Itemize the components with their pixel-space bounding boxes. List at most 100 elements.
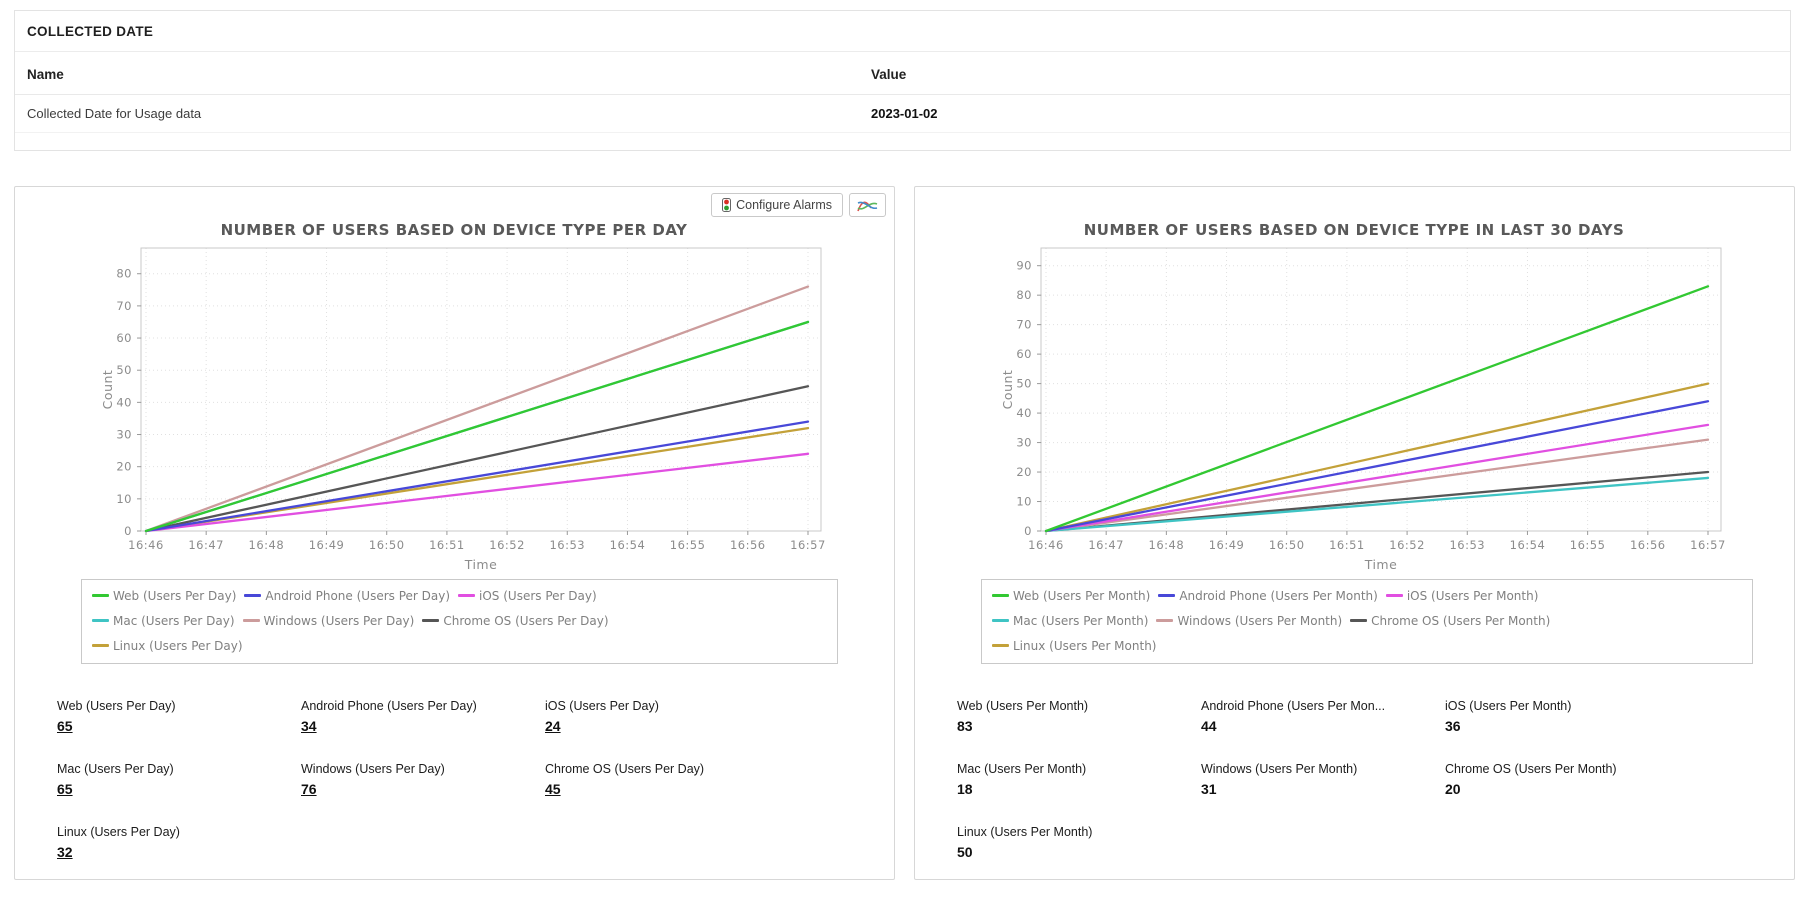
legend-swatch (1158, 594, 1176, 597)
stat-value[interactable]: 65 (57, 718, 73, 734)
legend-label: Windows (Users Per Month) (1177, 613, 1343, 628)
column-header-value: Value (871, 67, 907, 82)
legend-item[interactable]: Mac (Users Per Month) (992, 614, 1148, 628)
legend-swatch (992, 644, 1009, 647)
y-tick-label: 70 (1016, 318, 1032, 332)
x-tick-label: 16:56 (1630, 538, 1666, 552)
series-line (1044, 423, 1710, 533)
y-axis-title: Count (100, 370, 115, 410)
legend-label: Web (Users Per Day) (113, 588, 237, 603)
legend-item[interactable]: Android Phone (Users Per Month) (1158, 589, 1378, 603)
legend-label: iOS (Users Per Month) (1406, 588, 1539, 603)
stat-cell: Web (Users Per Month) 83 (957, 699, 1201, 734)
x-tick-label: 16:50 (1269, 538, 1305, 552)
x-tick-label: 16:47 (188, 538, 224, 552)
stat-cell: Mac (Users Per Month) 18 (957, 762, 1201, 797)
y-tick-label: 70 (116, 299, 132, 313)
row-name: Collected Date for Usage data (27, 106, 202, 121)
legend-item[interactable]: Windows (Users Per Month) (1156, 614, 1342, 628)
stat-label: iOS (Users Per Day) (545, 699, 659, 713)
x-tick-label: 16:46 (1028, 538, 1064, 552)
legend-item[interactable]: Android Phone (Users Per Day) (244, 589, 450, 603)
legend-row: Web (Users Per Day) Android Phone (Users … (92, 583, 827, 608)
legend-swatch (242, 619, 260, 622)
y-axis-title: Count (1000, 370, 1015, 410)
legend-swatch (92, 594, 109, 597)
x-tick-label: 16:46 (128, 538, 164, 552)
users-per-day-stats: Web (Users Per Day) 65 Android Phone (User… (57, 699, 805, 888)
legend-item[interactable]: Linux (Users Per Day) (92, 639, 243, 653)
stat-label: Android Phone (Users Per Mon... (1201, 699, 1386, 713)
stat-cell: Android Phone (Users Per Mon... 44 (1201, 699, 1445, 734)
stat-cell: iOS (Users Per Month) 36 (1445, 699, 1705, 734)
legend-swatch (92, 619, 109, 622)
legend-swatch (1385, 594, 1403, 597)
legend-item[interactable]: Chrome OS (Users Per Month) (1350, 614, 1550, 628)
legend-label: Android Phone (Users Per Day) (265, 588, 451, 603)
stat-label: Windows (Users Per Month) (1201, 762, 1358, 776)
stat-value: 44 (1201, 718, 1217, 734)
legend-item[interactable]: iOS (Users Per Day) (458, 589, 597, 603)
legend-row: Linux (Users Per Month) (992, 633, 1742, 658)
x-axis-title: Time (1364, 557, 1398, 572)
x-axis-title: Time (464, 557, 498, 572)
legend-swatch (1156, 619, 1174, 622)
y-tick-label: 20 (116, 460, 132, 474)
stat-value[interactable]: 24 (545, 718, 561, 734)
x-tick-label: 16:54 (610, 538, 646, 552)
legend-label: Web (Users Per Month) (1013, 588, 1151, 603)
stat-label: Mac (Users Per Day) (57, 762, 174, 776)
series-line (1044, 285, 1710, 533)
x-tick-label: 16:49 (309, 538, 345, 552)
stat-value[interactable]: 65 (57, 781, 73, 797)
collected-date-card: COLLECTED DATE Name Value Collected Date… (14, 10, 1791, 151)
legend-swatch (458, 594, 476, 597)
stat-value[interactable]: 76 (301, 781, 317, 797)
stat-value[interactable]: 45 (545, 781, 561, 797)
y-tick-label: 60 (116, 331, 132, 345)
legend-item[interactable]: Chrome OS (Users Per Day) (422, 613, 609, 628)
y-tick-label: 30 (1016, 436, 1032, 450)
legend-item[interactable]: Windows (Users Per Day) (242, 614, 414, 628)
legend-label: Linux (Users Per Day) (113, 638, 243, 653)
line-chart-icon (857, 199, 878, 212)
legend-label: Linux (Users Per Month) (1013, 638, 1157, 653)
series-line (1044, 438, 1710, 533)
legend-item[interactable]: iOS (Users Per Month) (1385, 588, 1539, 603)
configure-alarms-button[interactable]: Configure Alarms (711, 193, 843, 217)
legend-label: Chrome OS (Users Per Day) (443, 613, 609, 628)
legend-item[interactable]: Web (Users Per Day) (92, 589, 236, 603)
stat-value: 20 (1445, 781, 1461, 797)
y-tick-label: 50 (116, 363, 132, 377)
stat-cell: Android Phone (Users Per Day) 34 (301, 699, 545, 734)
stat-cell: Linux (Users Per Day) 32 (57, 825, 301, 860)
y-tick-label: 90 (1016, 259, 1032, 273)
y-tick-label: 80 (116, 267, 132, 281)
plot-border (1040, 247, 1722, 532)
users-last-30-days-chart: NUMBER OF USERS BASED ON DEVICE TYPE IN … (1000, 221, 1726, 572)
legend-item[interactable]: Linux (Users Per Month) (992, 639, 1156, 653)
legend-swatch (1350, 619, 1368, 622)
x-tick-label: 16:57 (1690, 538, 1726, 552)
legend-item[interactable]: Mac (Users Per Day) (92, 614, 235, 628)
chart-settings-button[interactable] (849, 193, 886, 217)
x-tick-label: 16:54 (1510, 538, 1546, 552)
stat-value: 83 (957, 718, 973, 734)
x-tick-label: 16:56 (730, 538, 766, 552)
legend-item[interactable]: Web (Users Per Month) (992, 589, 1150, 603)
x-tick-label: 16:52 (489, 538, 525, 552)
x-tick-label: 16:48 (249, 538, 285, 552)
chart-title: NUMBER OF USERS BASED ON DEVICE TYPE PER… (221, 221, 688, 239)
stat-value[interactable]: 34 (301, 718, 317, 734)
y-tick-label: 10 (116, 492, 132, 506)
stat-value[interactable]: 32 (57, 844, 73, 860)
series-line (1044, 400, 1710, 533)
stat-label: Mac (Users Per Month) (957, 762, 1087, 776)
users-per-day-panel: Configure Alarms NUMBER OF USERS BASED O… (14, 186, 895, 880)
x-tick-label: 16:51 (1329, 538, 1365, 552)
series-line (144, 285, 810, 533)
table-body: Collected Date for Usage data 2023-01-02 (15, 95, 1790, 133)
y-tick-label: 20 (1016, 465, 1032, 479)
y-tick-label: 40 (1016, 406, 1032, 420)
collected-date-table: Name Value Collected Date for Usage data… (15, 52, 1790, 133)
